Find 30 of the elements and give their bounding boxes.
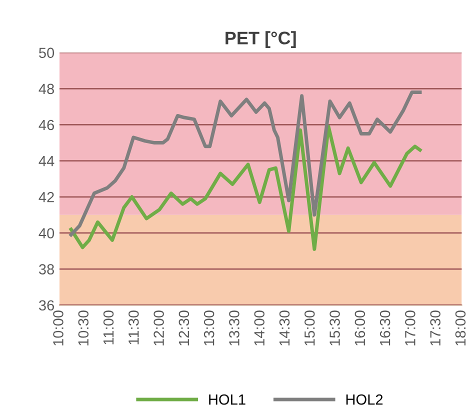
x-tick-label: 13:30 xyxy=(229,310,240,346)
x-tick-label: 16:00 xyxy=(354,310,366,346)
x-tick-label: 14:00 xyxy=(254,310,265,346)
y-tick-label: 48 xyxy=(38,84,54,94)
x-tick-label: 17:00 xyxy=(405,310,416,346)
x-tick-label: 12:30 xyxy=(178,310,190,346)
y-tick-label: 42 xyxy=(38,192,54,202)
legend-label: HOL1 xyxy=(209,394,246,405)
x-tick-label: 11:30 xyxy=(128,310,139,344)
legend-label: HOL2 xyxy=(346,394,383,405)
x-tick-label: 10:00 xyxy=(53,310,64,346)
chart-title: PET [°C] xyxy=(226,31,296,48)
y-tick-label: 40 xyxy=(38,228,54,238)
x-tick-label: 17:30 xyxy=(430,310,440,346)
y-tick-label: 50 xyxy=(39,48,54,58)
x-tick-label: 12:00 xyxy=(154,310,164,346)
y-tick-label: 44 xyxy=(38,156,54,166)
line-series xyxy=(69,90,422,237)
y-tick-label: 46 xyxy=(38,120,54,130)
x-tick-label: 10:30 xyxy=(78,310,89,346)
x-tick-label: 14:30 xyxy=(279,310,290,346)
y-tick-label: 36 xyxy=(38,300,54,311)
x-tick-label: 13:00 xyxy=(204,310,214,346)
x-tick-label: 15:00 xyxy=(304,310,315,346)
line-series xyxy=(69,124,422,251)
y-tick-label: 38 xyxy=(38,264,54,274)
x-tick-label: 18:00 xyxy=(455,310,466,346)
x-tick-label: 15:30 xyxy=(330,310,340,346)
x-tick-label: 16:30 xyxy=(380,310,390,346)
x-tick-label: 11:00 xyxy=(103,310,114,344)
